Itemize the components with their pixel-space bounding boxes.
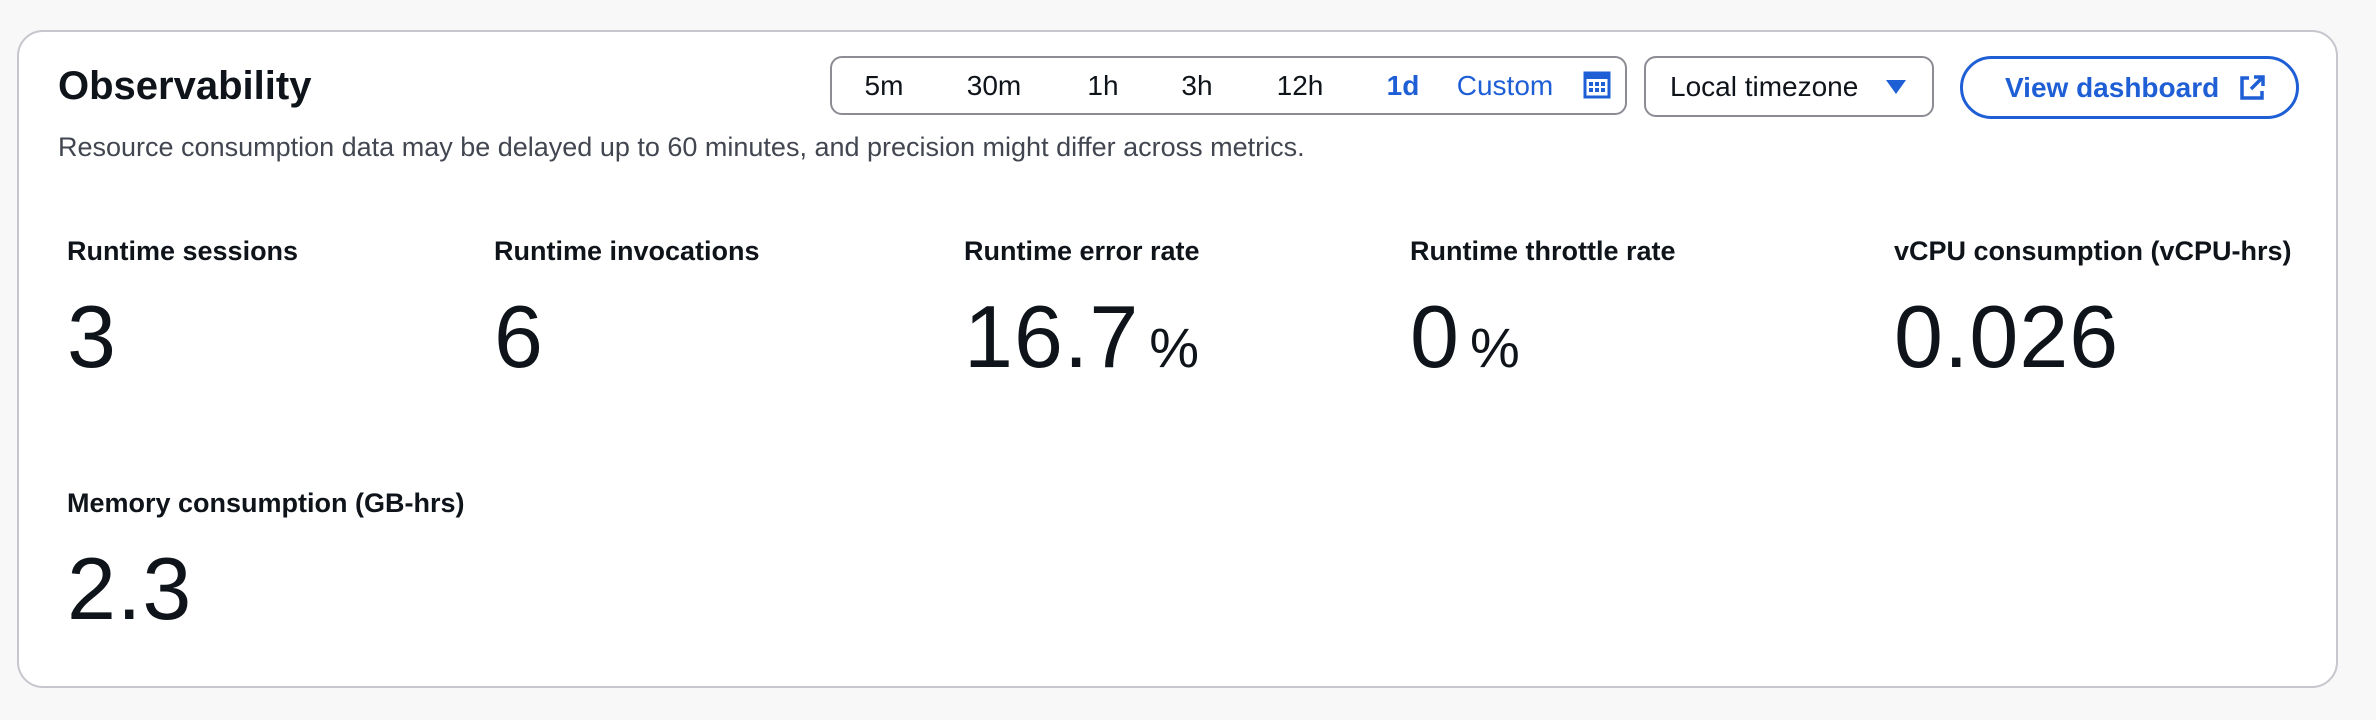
- timezone-select[interactable]: Local timezone: [1644, 56, 1934, 117]
- metric-label: Runtime throttle rate: [1410, 236, 1676, 266]
- button-label: View dashboard: [2005, 72, 2220, 103]
- metric-value-group: 2.3: [67, 538, 192, 640]
- metric-label: vCPU consumption (vCPU-hrs): [1894, 236, 2292, 266]
- metric-value-group: 0.026: [1894, 286, 2119, 388]
- metric-label: Runtime invocations: [494, 236, 760, 266]
- metric-value: 6: [494, 287, 544, 386]
- time-range-option[interactable]: 5m: [864, 70, 904, 101]
- time-range-option[interactable]: 30m: [966, 70, 1022, 101]
- metric-unit: %: [1469, 316, 1520, 379]
- metric-value-group: 0%: [1410, 286, 1520, 388]
- metric-value-group: 6: [494, 286, 544, 388]
- timezone-label: Local timezone: [1670, 71, 1859, 102]
- metric-value: 2.3: [67, 539, 193, 638]
- external-link-icon: [2240, 75, 2265, 100]
- card-title: Observability: [58, 64, 312, 108]
- time-range-option[interactable]: 1d: [1386, 70, 1420, 101]
- metric-value-group: 3: [67, 286, 117, 388]
- metric-value: 3: [67, 287, 117, 386]
- time-range-option[interactable]: 1h: [1087, 70, 1119, 101]
- metric-label: Runtime sessions: [67, 236, 299, 266]
- time-range-control: 5m 30m 1h 3h 12h 1d Custom: [830, 56, 1627, 115]
- time-range-option[interactable]: 12h: [1276, 70, 1324, 101]
- metric-label: Runtime error rate: [964, 236, 1200, 266]
- metric-unit: %: [1149, 316, 1200, 379]
- metric-label: Memory consumption (GB-hrs): [67, 488, 465, 518]
- metric-value: 0: [1410, 287, 1460, 386]
- dropdown-arrow: [1886, 80, 1906, 94]
- metric-value-group: 16.7%: [964, 286, 1199, 388]
- description: Resource consumption data may be delayed…: [58, 132, 1305, 162]
- calendar-icon: [1583, 71, 1611, 99]
- time-range-option[interactable]: 3h: [1181, 70, 1213, 101]
- time-range-option[interactable]: Custom: [1456, 70, 1554, 101]
- observability-card: [17, 30, 2338, 688]
- metric-value: 16.7: [964, 287, 1140, 386]
- view-dashboard-button[interactable]: View dashboard: [1960, 56, 2299, 119]
- metric-value: 0.026: [1894, 287, 2120, 386]
